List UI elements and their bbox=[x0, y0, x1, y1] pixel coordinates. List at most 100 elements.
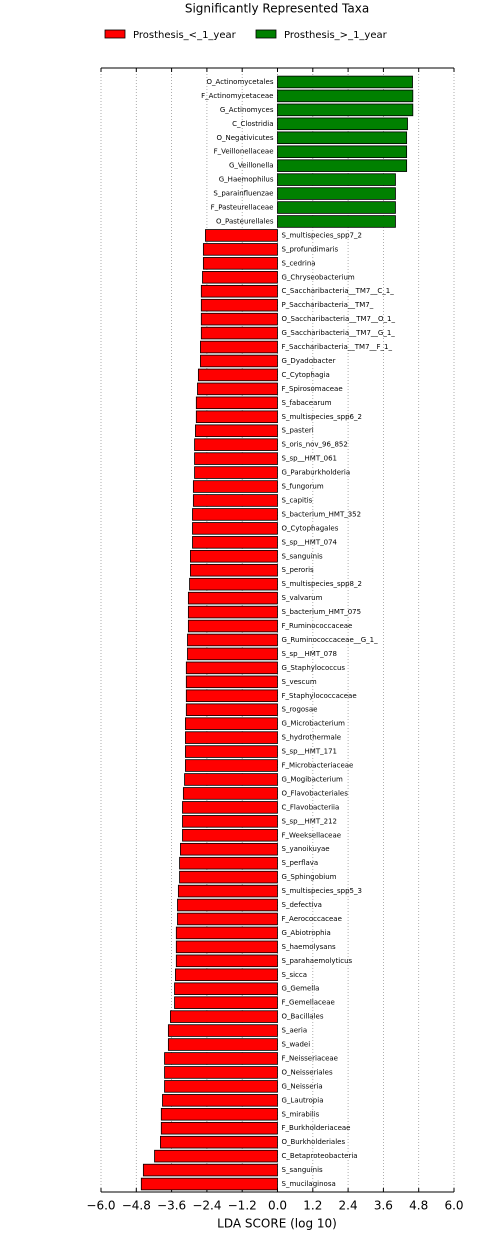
bar bbox=[164, 1080, 278, 1093]
category-label: S_mucilaginosa bbox=[282, 1180, 336, 1188]
bar bbox=[192, 508, 278, 521]
category-label: F_Actinomycetaceae bbox=[201, 92, 273, 100]
bar bbox=[277, 173, 396, 186]
bar bbox=[174, 982, 278, 995]
category-label: C_Clostridia bbox=[232, 120, 273, 128]
legend-swatch bbox=[104, 29, 126, 39]
category-label: F_Pasteurellaceae bbox=[211, 204, 274, 212]
category-label: S_sp__HMT_074 bbox=[282, 538, 338, 546]
category-label: S_haemolysans bbox=[282, 943, 337, 951]
bar bbox=[177, 912, 278, 926]
category-label: S_profundimaris bbox=[282, 245, 339, 253]
x-tick-label: 2.4 bbox=[339, 1199, 358, 1213]
category-label: C_Saccharibacteria__TM7__C_1_ bbox=[282, 287, 395, 295]
category-label: S_vescum bbox=[282, 678, 317, 686]
bar bbox=[197, 382, 278, 396]
category-label: G_Actinomyces bbox=[220, 106, 274, 114]
bar bbox=[167, 1038, 278, 1051]
category-label: F_Saccharibacteria__TM7__F_1_ bbox=[282, 343, 393, 351]
bar bbox=[200, 298, 278, 312]
category-label: S_sicca bbox=[282, 971, 308, 979]
category-label: O_Pasteurellales bbox=[216, 217, 274, 225]
bar bbox=[277, 103, 414, 117]
category-label: G_Neisseria bbox=[282, 1082, 323, 1090]
category-label: F_Gemellaceae bbox=[282, 999, 335, 1007]
category-label: S_aeria bbox=[282, 1027, 308, 1035]
category-label: S_parainfluenzae bbox=[213, 190, 273, 198]
bar bbox=[277, 75, 413, 89]
category-label: S_valvarum bbox=[282, 594, 323, 602]
category-label: S_multispecies_spp7_2 bbox=[282, 231, 362, 239]
x-tick-label: 4.8 bbox=[409, 1199, 428, 1213]
category-label: F_Burkholderiaceae bbox=[282, 1124, 351, 1132]
category-label: S_perflava bbox=[282, 859, 319, 867]
bar bbox=[200, 326, 278, 340]
bar bbox=[177, 898, 278, 912]
category-label: S_fabacearum bbox=[282, 399, 332, 407]
category-label: O_Bacillales bbox=[282, 1013, 324, 1021]
bar bbox=[190, 550, 278, 563]
bar bbox=[182, 829, 278, 842]
bar bbox=[202, 257, 278, 270]
legend-label: Prosthesis_>_1_year bbox=[284, 30, 388, 41]
bar bbox=[187, 647, 278, 661]
bar bbox=[179, 870, 278, 884]
category-label: S_bacterium_HMT_075 bbox=[282, 608, 362, 616]
bar bbox=[194, 466, 278, 479]
bar bbox=[185, 675, 278, 689]
bar bbox=[175, 968, 278, 982]
bar bbox=[190, 563, 278, 577]
category-label: S_rogosae bbox=[282, 706, 318, 714]
bar bbox=[175, 954, 278, 968]
bar bbox=[192, 522, 278, 535]
bar bbox=[140, 1177, 278, 1191]
category-label: G_Paraburkholderia bbox=[282, 469, 351, 477]
bar bbox=[175, 926, 278, 940]
bar bbox=[192, 536, 278, 549]
bar bbox=[202, 271, 278, 284]
bar bbox=[194, 438, 278, 451]
bar bbox=[185, 731, 278, 744]
category-label: O_Saccharibacteria__TM7__O_1_ bbox=[282, 315, 396, 323]
category-label: F_Neisseriaceae bbox=[282, 1054, 338, 1062]
bar bbox=[182, 787, 278, 800]
bar bbox=[187, 591, 278, 605]
category-label: S_sp__HMT_061 bbox=[282, 455, 337, 463]
bar bbox=[179, 856, 278, 870]
bar bbox=[205, 229, 278, 242]
x-tick-label: 3.6 bbox=[374, 1199, 393, 1213]
bar bbox=[162, 1094, 278, 1107]
category-label: O_Burkholderiales bbox=[282, 1138, 346, 1146]
bar bbox=[185, 717, 278, 730]
category-label: C_Flavobacteriia bbox=[282, 803, 340, 811]
bar bbox=[195, 396, 278, 410]
category-label: G_Lautropia bbox=[282, 1096, 324, 1104]
category-label: S_capitis bbox=[282, 496, 313, 504]
bar bbox=[164, 1066, 278, 1079]
category-label: G_Staphylococcus bbox=[282, 664, 346, 672]
category-label: S_peroris bbox=[282, 566, 315, 574]
bar bbox=[277, 201, 396, 214]
category-label: S_multispecies_spp5_3 bbox=[282, 887, 362, 895]
category-label: G_Mogibacterium bbox=[282, 775, 344, 783]
x-tick-label: −4.8 bbox=[122, 1199, 151, 1213]
bar bbox=[277, 159, 408, 172]
bar bbox=[187, 619, 278, 633]
category-label: S_bacterium_HMT_352 bbox=[282, 510, 362, 518]
bar bbox=[177, 884, 278, 898]
x-tick-label: −6.0 bbox=[86, 1199, 115, 1213]
x-tick-label: 0.0 bbox=[268, 1199, 287, 1213]
category-label: S_mirabilis bbox=[282, 1110, 320, 1118]
category-label: G_Dyadobacter bbox=[282, 357, 336, 365]
category-label: S_fungorum bbox=[282, 483, 324, 491]
bar bbox=[185, 745, 278, 758]
bar bbox=[167, 1024, 278, 1037]
bar bbox=[142, 1163, 278, 1177]
legend-label: Prosthesis_<_1_year bbox=[133, 30, 237, 41]
category-label: G_Abiotrophia bbox=[282, 929, 331, 937]
bar bbox=[200, 354, 278, 368]
x-tick-label: 6.0 bbox=[444, 1199, 463, 1213]
category-label: F_Veillonellaceae bbox=[214, 148, 274, 156]
bar bbox=[194, 452, 278, 465]
